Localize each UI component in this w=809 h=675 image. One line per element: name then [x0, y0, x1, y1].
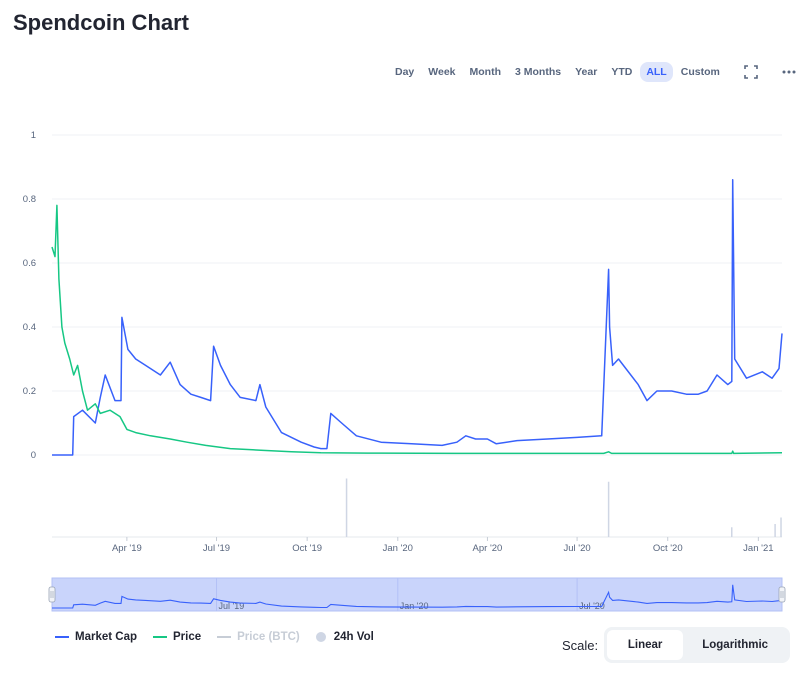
- scale-toggle: Linear Logarithmic: [604, 627, 791, 663]
- x-tick-label: Apr '19: [112, 543, 142, 554]
- market-cap-line: [52, 179, 783, 456]
- navigator-tick-label: Jul '19: [219, 601, 245, 611]
- navigator[interactable]: Jul '19 Jan '20 Jul '20: [48, 577, 786, 612]
- price-btc-swatch: [217, 636, 232, 638]
- x-tick-label: Apr '20: [473, 543, 503, 554]
- legend-market-cap[interactable]: Market Cap: [55, 631, 137, 643]
- volume-swatch: [315, 632, 326, 642]
- navigator-selection: [51, 577, 783, 612]
- y-tick-label: 0.4: [23, 322, 36, 333]
- page-title: Spendcoin Chart: [13, 10, 190, 35]
- legend-price[interactable]: Price: [153, 631, 201, 643]
- more-icon[interactable]: [782, 70, 796, 74]
- scale-linear-button[interactable]: Linear: [607, 630, 684, 660]
- navigator-handle-right[interactable]: [778, 586, 786, 603]
- volume-bar: [607, 481, 610, 537]
- range-toolbar: Day Week Month 3 Months Year YTD ALL Cus…: [389, 61, 796, 83]
- volume-bar: [774, 524, 776, 537]
- x-tick-label: Jan '21: [743, 543, 773, 554]
- grid-lines: [52, 134, 782, 456]
- price-swatch: [153, 636, 167, 638]
- navigator-handle-left[interactable]: [48, 586, 56, 603]
- y-tick-label: 0.8: [23, 194, 36, 205]
- scale-logarithmic-button[interactable]: Logarithmic: [702, 639, 769, 651]
- fullscreen-icon[interactable]: [744, 65, 758, 79]
- navigator-tick-label: Jan '20: [400, 601, 429, 611]
- range-custom-button[interactable]: Custom: [680, 66, 720, 78]
- x-axis: Apr '19 Jul '19 Oct '19 Jan '20 Apr '20 Jul '…: [112, 537, 774, 554]
- legend-price-btc[interactable]: Price (BTC): [217, 631, 300, 643]
- price-line: [51, 204, 783, 455]
- x-tick-label: Jul '19: [203, 543, 230, 554]
- volume-bar: [780, 517, 782, 537]
- navigator-line: [52, 584, 783, 609]
- legend-market-cap-label: Market Cap: [75, 631, 137, 643]
- scale-label: Scale:: [562, 637, 599, 653]
- market-cap-swatch: [55, 636, 69, 638]
- series-lines: [51, 179, 783, 456]
- range-week-button[interactable]: Week: [428, 66, 456, 78]
- volume-bar: [345, 478, 348, 537]
- legend-price-label: Price: [173, 631, 202, 643]
- volume-bars: [52, 478, 782, 538]
- x-tick-label: Oct '20: [653, 543, 683, 554]
- y-tick-label: 0: [31, 450, 36, 461]
- range-day-button[interactable]: Day: [395, 66, 415, 78]
- y-tick-label: 0.6: [23, 258, 36, 269]
- y-axis-ticks: 0 0.2 0.4 0.6 0.8 1: [23, 130, 36, 461]
- legend-volume-label: 24h Vol: [333, 631, 374, 643]
- range-ytd-button[interactable]: YTD: [611, 66, 633, 78]
- legend-price-btc-label: Price (BTC): [237, 631, 300, 643]
- range-year-button[interactable]: Year: [575, 66, 598, 78]
- y-tick-label: 1: [31, 130, 36, 141]
- x-tick-label: Jan '20: [383, 543, 413, 554]
- range-all-button[interactable]: ALL: [640, 62, 673, 82]
- volume-bar: [731, 527, 733, 537]
- legend-volume[interactable]: 24h Vol: [315, 631, 374, 643]
- y-tick-label: 0.2: [23, 386, 36, 397]
- x-tick-label: Oct '19: [292, 543, 322, 554]
- range-3-months-button[interactable]: 3 Months: [515, 66, 562, 78]
- range-month-button[interactable]: Month: [469, 66, 502, 78]
- scale-control: Scale: Linear Logarithmic: [562, 627, 791, 663]
- legend: Market Cap Price Price (BTC) 24h Vol: [55, 631, 390, 643]
- x-tick-label: Jul '20: [564, 543, 591, 554]
